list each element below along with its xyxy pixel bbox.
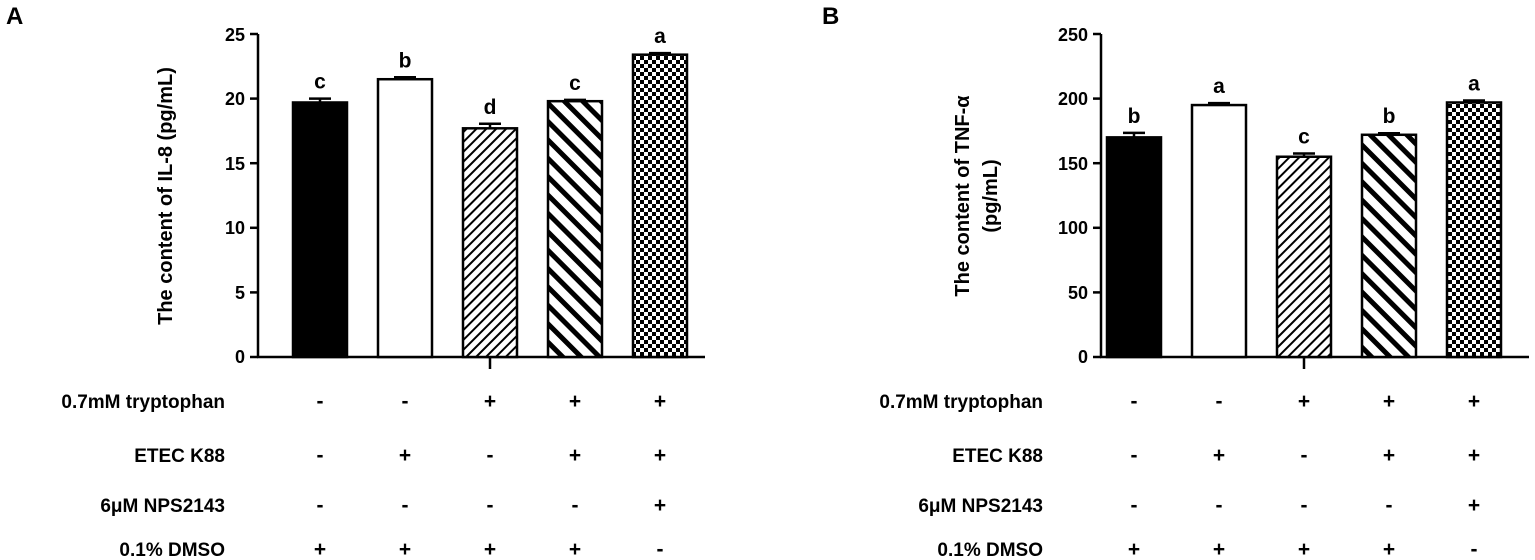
significance-letter-a-4: c xyxy=(569,72,581,95)
treatment-mark-a-r2-c4: + xyxy=(569,444,581,467)
y-tick-label-a-5: 25 xyxy=(225,25,245,45)
bar-b-2 xyxy=(1190,103,1248,359)
treatment-mark-b-r4-c2: + xyxy=(1213,538,1225,560)
y-axis-title-b-line1: The content of TNF-α xyxy=(952,95,974,297)
treatment-mark-b-r3-c2: - xyxy=(1216,494,1223,517)
row-label-a-etec: ETEC K88 xyxy=(134,446,225,467)
treatment-mark-a-r1-c4: + xyxy=(569,390,581,413)
bar-a-5 xyxy=(631,53,689,359)
row-label-b-tryptophan: 0.7mM tryptophan xyxy=(879,392,1043,413)
y-axis-title-b-line2: (pg/mL) xyxy=(980,159,1002,232)
bar-b-4 xyxy=(1360,133,1418,359)
y-tick-label-b-5: 250 xyxy=(1058,25,1088,45)
row-label-b-etec: ETEC K88 xyxy=(952,446,1043,467)
bar-a-1 xyxy=(291,101,349,359)
bars-a: c b d c a xyxy=(291,25,689,369)
treatment-mark-b-r3-c5: + xyxy=(1468,494,1480,517)
y-axis-b: 0 50 100 150 200 250 xyxy=(1058,25,1103,367)
treatment-mark-a-r4-c3: + xyxy=(484,538,496,560)
bar-b-3 xyxy=(1275,155,1333,359)
treatment-mark-b-r3-c3: - xyxy=(1301,494,1308,517)
treatment-mark-b-r1-c1: - xyxy=(1131,390,1138,413)
treatment-mark-a-r3-c4: - xyxy=(572,494,579,517)
significance-letter-b-5: a xyxy=(1468,73,1480,96)
bar-a-4 xyxy=(546,99,604,359)
treatment-mark-b-r2-c3: - xyxy=(1301,444,1308,467)
treatment-mark-b-r4-c5: - xyxy=(1471,538,1478,560)
treatment-mark-a-r1-c3: + xyxy=(484,390,496,413)
significance-letter-b-2: a xyxy=(1213,75,1225,98)
y-tick-label-a-4: 20 xyxy=(225,89,245,109)
treatment-mark-b-r4-c1: + xyxy=(1128,538,1140,560)
bar-a-2 xyxy=(376,77,434,359)
treatment-mark-a-r3-c3: - xyxy=(487,494,494,517)
bars-b: b a c b a xyxy=(1105,73,1503,369)
treatment-mark-a-r4-c5: - xyxy=(657,538,664,560)
y-tick-label-b-2: 100 xyxy=(1058,218,1088,238)
y-tick-label-b-1: 50 xyxy=(1068,283,1088,303)
significance-letter-a-2: b xyxy=(399,49,412,72)
treatment-mark-a-r3-c2: - xyxy=(402,494,409,517)
panel-label-b: B xyxy=(822,3,839,30)
treatment-mark-a-r1-c1: - xyxy=(317,390,324,413)
y-tick-label-b-0: 0 xyxy=(1078,347,1088,367)
y-axis-a: 0 5 10 15 20 25 xyxy=(225,25,260,367)
treatment-mark-a-r1-c2: - xyxy=(402,390,409,413)
treatment-mark-b-r2-c2: + xyxy=(1213,444,1225,467)
significance-letter-a-5: a xyxy=(654,25,666,48)
row-label-b-dmso: 0.1% DMSO xyxy=(937,540,1043,560)
panel-a: A The content of IL-8 (pg/mL) 0 5 10 15 … xyxy=(6,3,705,560)
panel-label-a: A xyxy=(6,3,23,30)
treatment-mark-b-r2-c5: + xyxy=(1468,444,1480,467)
treatment-mark-b-r1-c4: + xyxy=(1383,390,1395,413)
treatment-table-a: 0.7mM tryptophan ETEC K88 6μM NPS2143 0.… xyxy=(61,390,666,560)
treatment-mark-b-r1-c5: + xyxy=(1468,390,1480,413)
row-label-a-tryptophan: 0.7mM tryptophan xyxy=(61,392,225,413)
treatment-mark-b-r2-c4: + xyxy=(1383,444,1395,467)
treatment-mark-b-r2-c1: - xyxy=(1131,444,1138,467)
treatment-mark-a-r4-c4: + xyxy=(569,538,581,560)
treatment-table-b: 0.7mM tryptophan ETEC K88 6μM NPS2143 0.… xyxy=(879,390,1480,560)
y-tick-label-a-0: 0 xyxy=(235,347,245,367)
y-axis-title-a: The content of IL-8 (pg/mL) xyxy=(155,67,177,325)
treatment-mark-a-r2-c3: - xyxy=(487,444,494,467)
significance-letter-b-1: b xyxy=(1128,105,1141,128)
treatment-mark-b-r3-c4: - xyxy=(1386,494,1393,517)
significance-letter-a-3: d xyxy=(484,96,497,119)
treatment-mark-a-r4-c1: + xyxy=(314,538,326,560)
bar-b-5 xyxy=(1445,101,1503,359)
treatment-mark-b-r4-c3: + xyxy=(1298,538,1310,560)
treatment-mark-b-r1-c2: - xyxy=(1216,390,1223,413)
bar-b-1 xyxy=(1105,136,1163,359)
y-tick-label-a-3: 15 xyxy=(225,154,245,174)
row-label-a-dmso: 0.1% DMSO xyxy=(119,540,225,560)
treatment-mark-a-r1-c5: + xyxy=(654,390,666,413)
treatment-mark-a-r4-c2: + xyxy=(399,538,411,560)
treatment-mark-a-r3-c5: + xyxy=(654,494,666,517)
y-tick-label-b-3: 150 xyxy=(1058,154,1088,174)
y-tick-label-b-4: 200 xyxy=(1058,89,1088,109)
y-tick-label-a-1: 5 xyxy=(235,283,245,303)
row-label-b-nps2143: 6μM NPS2143 xyxy=(918,496,1043,517)
bar-a-3 xyxy=(461,127,519,359)
significance-letter-a-1: c xyxy=(314,71,326,94)
panel-b: B The content of TNF-α (pg/mL) 0 50 100 … xyxy=(822,3,1529,560)
treatment-mark-a-r2-c1: - xyxy=(317,444,324,467)
treatment-mark-a-r3-c1: - xyxy=(317,494,324,517)
significance-letter-b-4: b xyxy=(1383,105,1396,128)
treatment-mark-b-r3-c1: - xyxy=(1131,494,1138,517)
treatment-mark-b-r1-c3: + xyxy=(1298,390,1310,413)
significance-letter-b-3: c xyxy=(1298,126,1310,149)
treatment-mark-a-r2-c5: + xyxy=(654,444,666,467)
y-tick-label-a-2: 10 xyxy=(225,218,245,238)
treatment-mark-b-r4-c4: + xyxy=(1383,538,1395,560)
row-label-a-nps2143: 6μM NPS2143 xyxy=(100,496,225,517)
treatment-mark-a-r2-c2: + xyxy=(399,444,411,467)
